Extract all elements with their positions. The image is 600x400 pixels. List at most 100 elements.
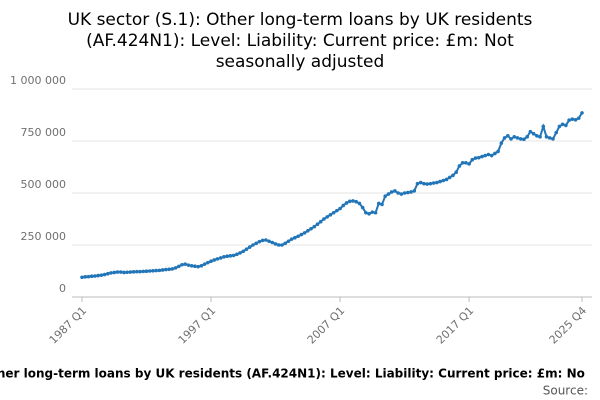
point xyxy=(551,137,555,141)
point xyxy=(115,270,120,274)
point xyxy=(99,273,104,277)
point xyxy=(515,136,520,140)
point xyxy=(225,254,229,259)
point xyxy=(447,175,452,180)
point xyxy=(235,252,239,257)
point xyxy=(441,178,446,183)
point xyxy=(541,124,546,129)
point xyxy=(122,270,126,275)
point xyxy=(509,137,513,141)
point xyxy=(338,206,342,211)
point xyxy=(347,199,352,204)
point xyxy=(109,271,113,275)
point xyxy=(373,210,378,215)
point xyxy=(170,267,175,271)
point xyxy=(351,199,355,203)
point xyxy=(370,210,375,214)
point xyxy=(431,181,436,185)
point xyxy=(506,134,510,138)
point xyxy=(486,152,491,157)
point xyxy=(415,181,420,186)
point xyxy=(218,256,223,260)
point xyxy=(483,153,488,158)
point xyxy=(86,274,91,279)
point xyxy=(460,161,465,165)
point xyxy=(309,226,313,231)
caption: ther long-term loans by UK residents (AF… xyxy=(0,367,585,381)
point xyxy=(135,269,139,274)
point xyxy=(425,182,429,186)
point xyxy=(238,251,242,255)
point xyxy=(535,134,539,138)
point xyxy=(222,255,226,259)
point xyxy=(302,231,307,235)
x-tick-label: 2017 Q1 xyxy=(434,304,477,347)
point xyxy=(164,267,168,272)
series-line xyxy=(81,112,583,279)
point xyxy=(435,180,439,185)
point xyxy=(560,122,565,127)
point xyxy=(251,243,255,247)
point xyxy=(438,179,442,184)
y-tick-label: 1 000 000 xyxy=(10,74,66,87)
point xyxy=(306,229,310,233)
point xyxy=(289,237,294,241)
point xyxy=(457,164,462,168)
point xyxy=(393,189,397,193)
point xyxy=(412,189,417,193)
point xyxy=(399,192,404,196)
point xyxy=(299,232,304,237)
point xyxy=(528,129,533,134)
point xyxy=(106,271,110,276)
point xyxy=(422,181,426,186)
point xyxy=(96,273,100,278)
point xyxy=(547,136,552,140)
point xyxy=(538,135,542,139)
point xyxy=(102,272,107,277)
point xyxy=(202,262,207,266)
point xyxy=(493,151,497,156)
point xyxy=(564,123,568,128)
point xyxy=(367,212,371,216)
point xyxy=(273,242,278,246)
point xyxy=(480,154,484,159)
point xyxy=(267,239,271,244)
point xyxy=(173,266,178,270)
point xyxy=(328,213,333,217)
point xyxy=(260,238,265,243)
point xyxy=(502,136,507,140)
point xyxy=(376,201,381,206)
point xyxy=(522,137,526,142)
point xyxy=(344,201,349,205)
point xyxy=(160,268,165,272)
point xyxy=(241,249,246,254)
y-tick-label: 500 000 xyxy=(21,178,67,191)
point xyxy=(496,149,500,154)
point xyxy=(318,219,323,224)
point xyxy=(364,210,368,215)
point xyxy=(180,262,184,267)
point xyxy=(199,264,204,268)
point xyxy=(212,258,217,262)
point xyxy=(386,192,391,196)
chart-title: seasonally adjusted xyxy=(216,52,385,72)
point xyxy=(244,247,249,251)
point xyxy=(193,264,197,269)
point xyxy=(570,117,575,121)
chart-title: (AF.424N1): Level: Liability: Current pr… xyxy=(86,31,514,51)
point xyxy=(518,137,523,141)
point xyxy=(428,181,433,186)
point xyxy=(283,241,288,246)
point xyxy=(183,262,188,266)
point xyxy=(544,135,549,139)
point xyxy=(264,238,268,242)
point xyxy=(257,239,262,244)
point xyxy=(389,190,394,194)
y-tick-label: 0 xyxy=(59,282,66,295)
point xyxy=(206,260,210,265)
point xyxy=(331,210,336,215)
point xyxy=(209,259,213,264)
point xyxy=(118,270,123,274)
point xyxy=(470,157,475,162)
